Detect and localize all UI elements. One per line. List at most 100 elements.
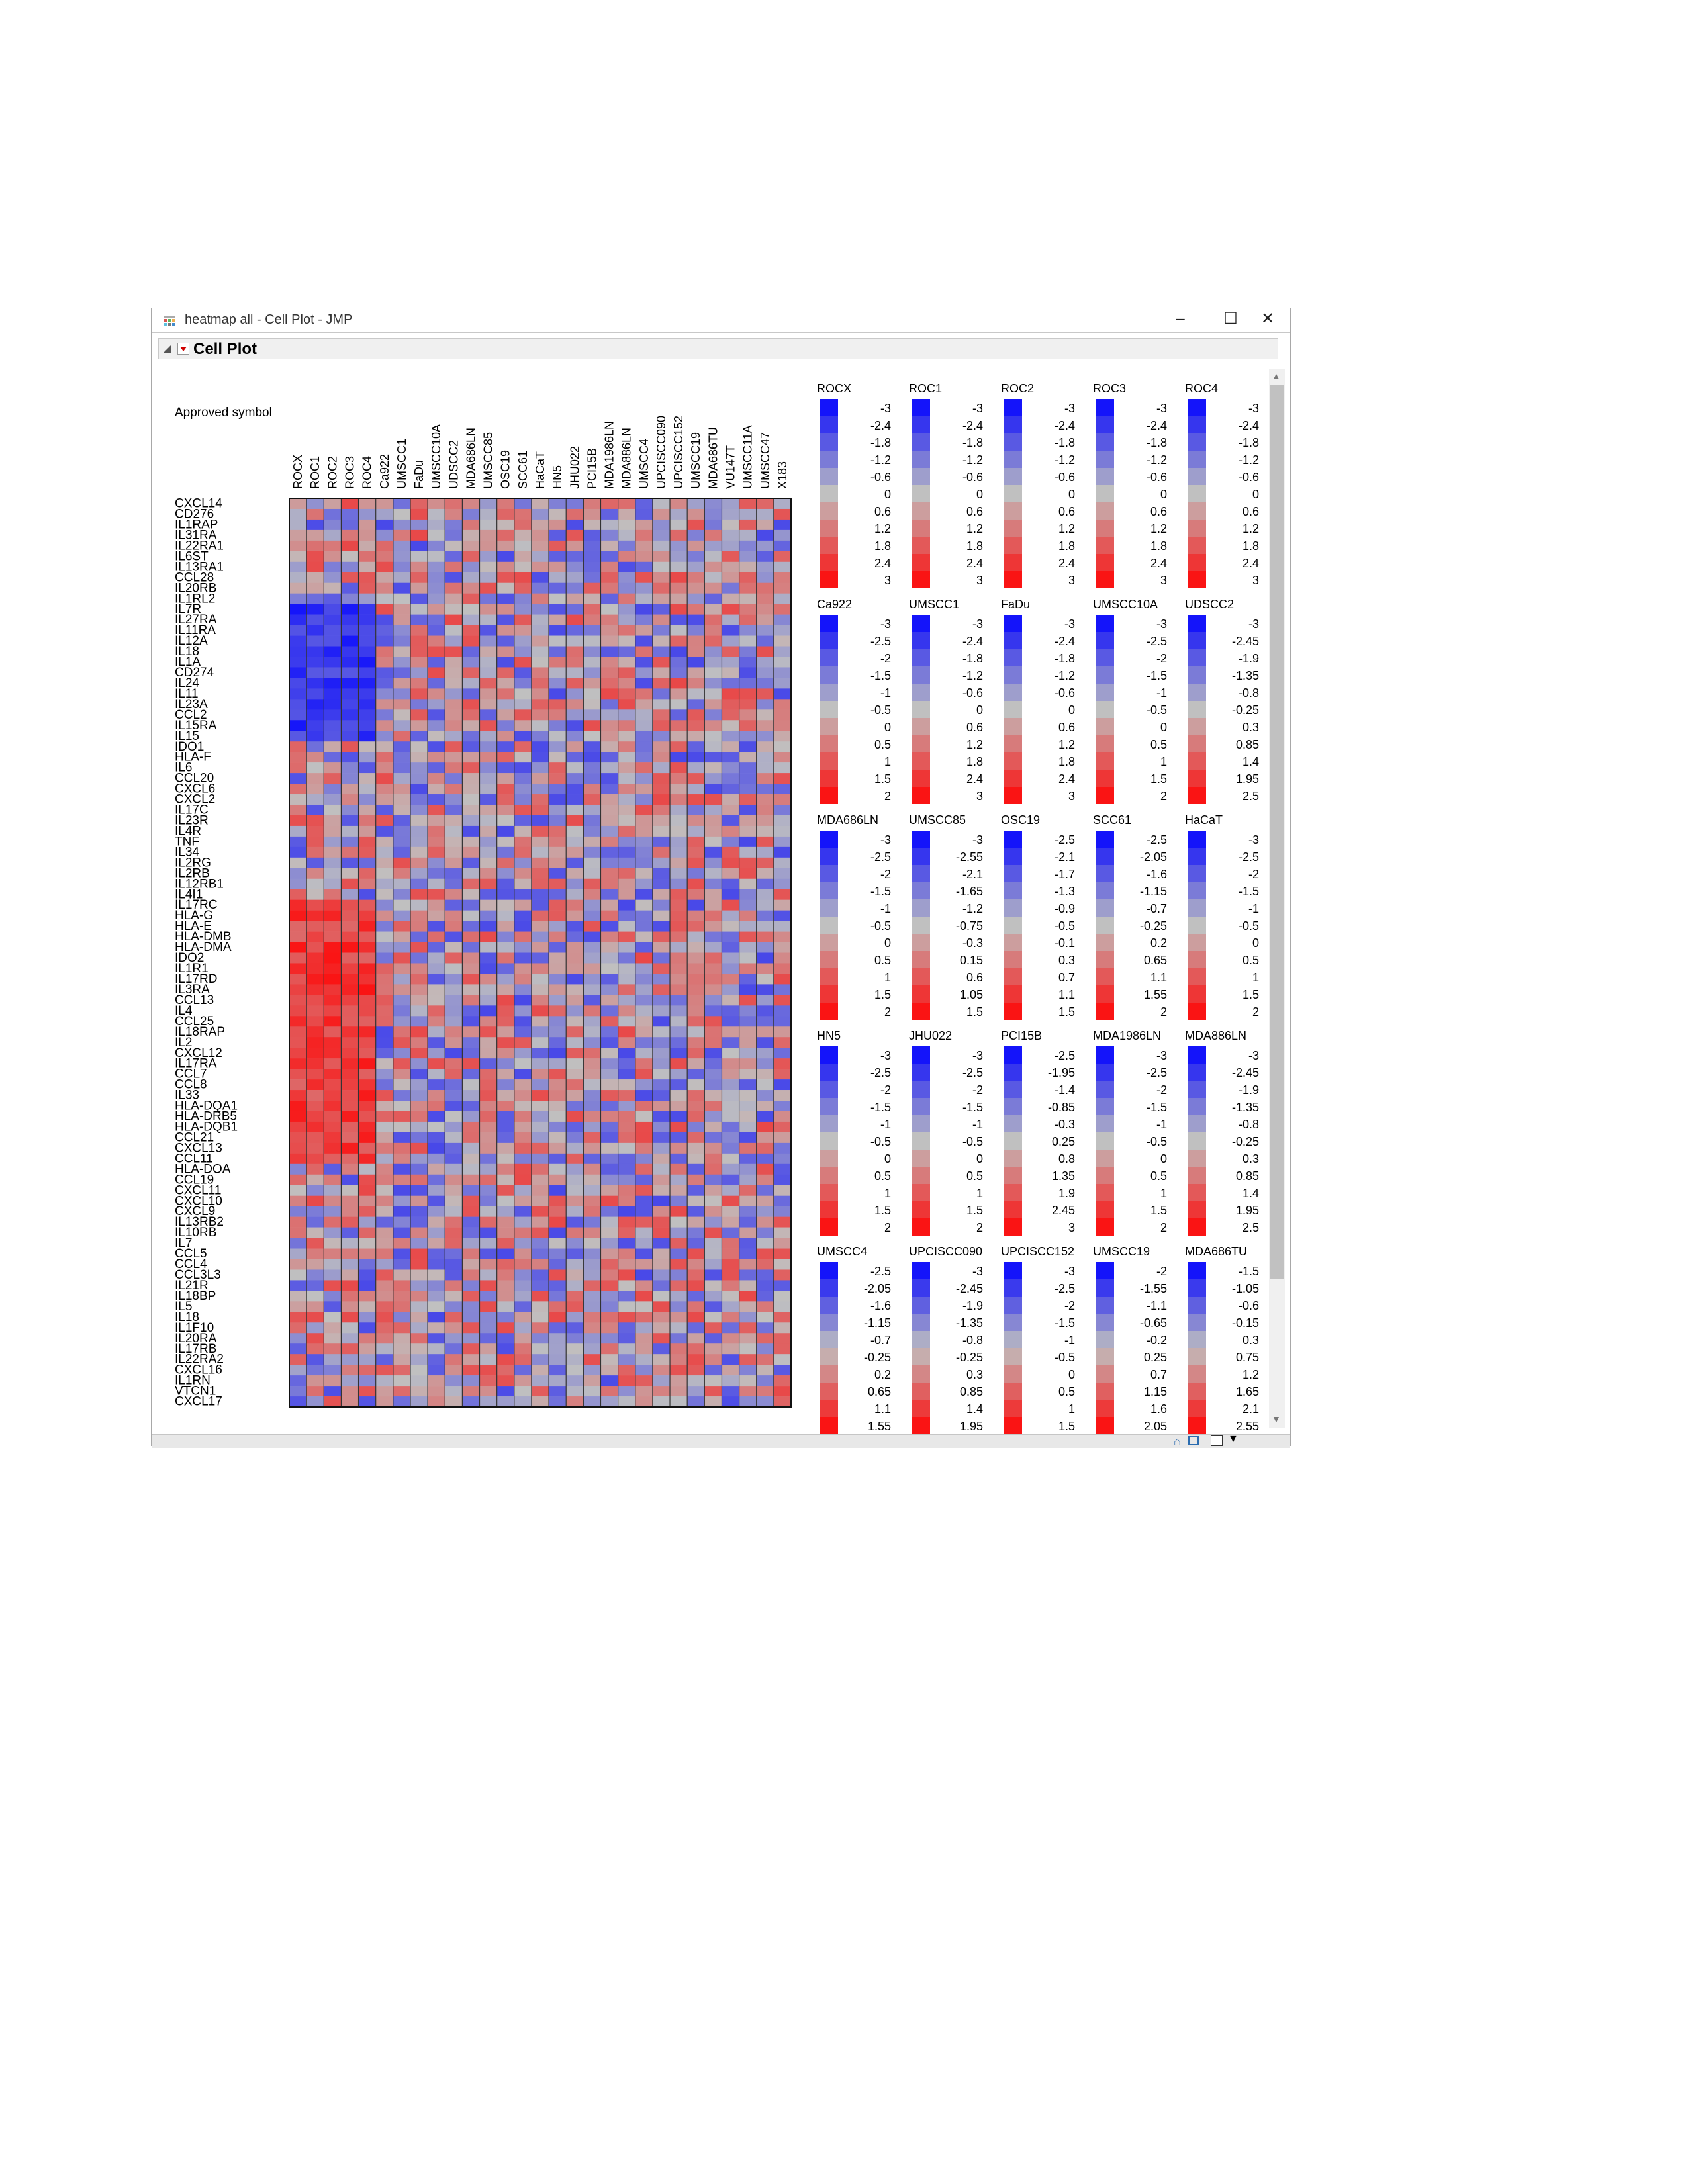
legend-swatch xyxy=(820,882,838,899)
heatmap-cell xyxy=(652,529,671,541)
heatmap-cell xyxy=(289,921,307,932)
heatmap-cell xyxy=(479,1301,497,1312)
heatmap-cell xyxy=(618,836,636,848)
heatmap-cell xyxy=(479,963,497,974)
legend-swatch xyxy=(820,934,838,951)
heatmap-cell xyxy=(531,910,549,921)
layout-box-icon[interactable] xyxy=(1211,1435,1223,1446)
heatmap-cell xyxy=(479,519,497,531)
heatmap-cell xyxy=(428,815,445,827)
legend-tick-label: 0 xyxy=(976,488,983,501)
disclosure-triangle-icon[interactable]: ◢ xyxy=(163,343,171,355)
heatmap-cell xyxy=(722,762,739,774)
heatmap-cell xyxy=(687,1090,705,1101)
legend-swatch xyxy=(912,1331,930,1348)
heatmap-cell xyxy=(496,614,515,625)
heatmap-cell xyxy=(324,498,342,510)
heatmap-cell xyxy=(600,846,618,858)
heatmap-cell xyxy=(531,625,549,636)
heatmap-cell xyxy=(479,815,497,827)
heatmap-cell xyxy=(704,868,722,880)
heatmap-cell xyxy=(410,519,428,531)
heatmap-cell xyxy=(289,1058,307,1069)
heatmap-cell xyxy=(428,889,445,900)
heatmap-cell xyxy=(428,1026,445,1038)
heatmap-cell xyxy=(531,963,549,974)
heatmap-cell xyxy=(739,667,757,678)
heatmap-cell xyxy=(496,1322,515,1334)
heatmap-cell xyxy=(618,1174,636,1186)
heatmap-cell xyxy=(635,1365,653,1376)
heatmap-cell xyxy=(445,1291,463,1302)
legend-tick-label: -1 xyxy=(1156,1118,1167,1131)
row-label: IL20RA xyxy=(175,1332,217,1345)
heatmap-cell xyxy=(358,1005,376,1017)
heatmap-cell xyxy=(704,1111,722,1122)
heatmap-cell xyxy=(428,931,445,942)
heatmap-cell xyxy=(306,582,324,594)
scroll-up-icon[interactable]: ▲ xyxy=(1272,371,1281,381)
heatmap-cell xyxy=(566,593,584,604)
heatmap-cell xyxy=(479,1037,497,1048)
heatmap-cell xyxy=(410,604,428,615)
minimize-button[interactable]: – xyxy=(1176,310,1185,328)
heatmap-cell xyxy=(324,1079,342,1091)
heatmap-cell xyxy=(375,1142,394,1154)
heatmap-cell xyxy=(722,1354,739,1365)
heatmap-cell xyxy=(566,1280,584,1291)
heatmap-cell xyxy=(652,1216,671,1228)
legend-tick-label: 0 xyxy=(1252,488,1259,501)
heatmap-cell xyxy=(479,857,497,869)
heatmap-cell xyxy=(393,678,411,689)
heatmap-cell xyxy=(393,1227,411,1238)
close-button[interactable]: ✕ xyxy=(1260,310,1275,328)
heatmap-cell xyxy=(393,1291,411,1302)
heatmap-cell xyxy=(393,604,411,615)
dropdown-arrow-icon[interactable]: ▼ xyxy=(1228,1433,1239,1445)
heatmap-cell xyxy=(531,846,549,858)
heatmap-cell xyxy=(566,731,584,742)
heatmap-cell xyxy=(739,646,757,657)
heatmap-cell xyxy=(479,1333,497,1344)
heatmap-cell xyxy=(306,963,324,974)
heatmap-cell xyxy=(566,519,584,531)
heatmap-cell xyxy=(410,593,428,604)
heatmap-cell xyxy=(549,1016,567,1027)
legend-tick-label: -3 xyxy=(1248,833,1259,846)
heatmap-cell xyxy=(652,1058,671,1069)
heatmap-cell xyxy=(393,857,411,869)
heatmap-cell xyxy=(479,540,497,552)
heatmap-cell xyxy=(687,1386,705,1397)
red-triangle-menu-icon[interactable] xyxy=(177,343,189,355)
maximize-button[interactable]: ☐ xyxy=(1223,310,1238,328)
heatmap-cell xyxy=(375,1111,394,1122)
scroll-down-icon[interactable]: ▼ xyxy=(1272,1414,1281,1424)
heatmap-cell xyxy=(324,709,342,721)
heatmap-cell xyxy=(756,1333,774,1344)
heatmap-cell xyxy=(445,1111,463,1122)
heatmap-cell xyxy=(514,614,532,625)
heatmap-cell xyxy=(583,1058,601,1069)
heatmap-cell xyxy=(739,1016,757,1027)
scrollbar-thumb[interactable] xyxy=(1270,385,1284,1279)
outline-header[interactable]: ◢ Cell Plot xyxy=(158,338,1278,359)
home-icon[interactable]: ⌂ xyxy=(1174,1435,1181,1448)
legend-swatch xyxy=(912,1314,930,1331)
heatmap-cell xyxy=(652,1048,671,1059)
heatmap-cell xyxy=(618,572,636,584)
title-bar[interactable]: heatmap all - Cell Plot - JMP – ☐ ✕ xyxy=(152,308,1290,332)
heatmap-cell xyxy=(479,657,497,668)
heatmap-cell xyxy=(652,1248,671,1259)
heatmap-cell xyxy=(462,878,480,890)
column-label: UMSCC4 xyxy=(637,439,651,489)
vertical-scrollbar[interactable]: ▲ ▼ xyxy=(1269,369,1285,1428)
legend-tick-label: 0.6 xyxy=(874,505,891,518)
heatmap-cell xyxy=(393,1058,411,1069)
data-table-icon[interactable] xyxy=(1188,1436,1199,1445)
heatmap-cell xyxy=(306,1048,324,1059)
heatmap-cell xyxy=(393,984,411,995)
heatmap-cell xyxy=(393,1312,411,1323)
heatmap-cell xyxy=(445,1090,463,1101)
heatmap-cell xyxy=(341,1375,359,1387)
heatmap-cell xyxy=(583,1132,601,1144)
